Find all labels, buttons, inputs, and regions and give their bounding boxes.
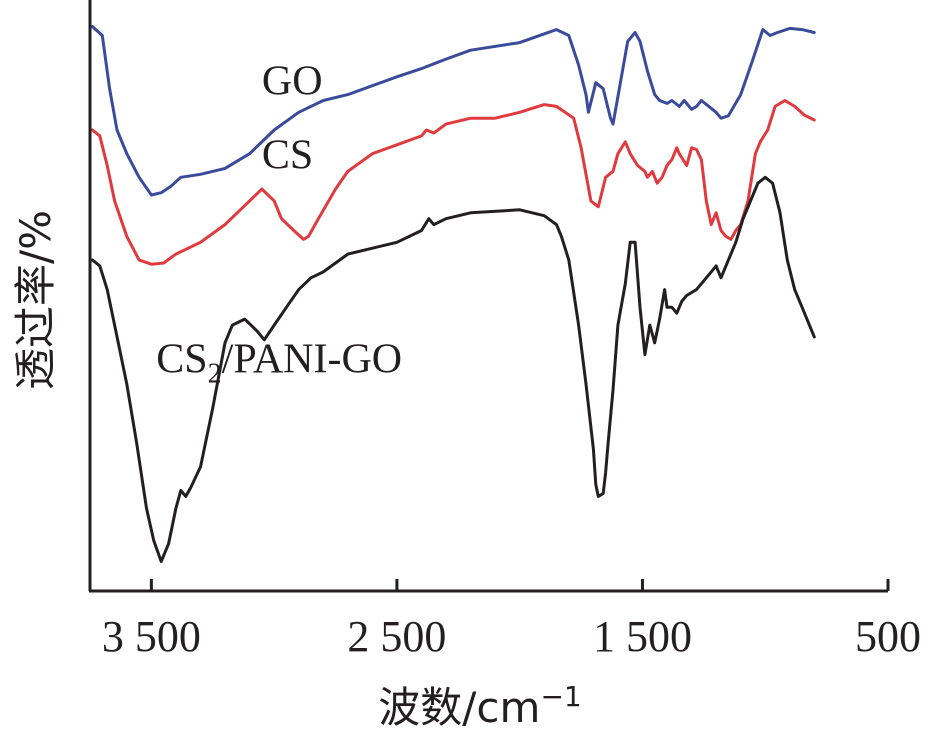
x-ticks: 3 500 2 500 1 500 500	[102, 579, 921, 661]
series-label-1: CS	[262, 132, 313, 178]
x-tick-label-3: 500	[855, 612, 921, 661]
y-axis-title: 透过率/%	[11, 210, 60, 390]
x-tick-label-0: 3 500	[102, 612, 201, 661]
x-tick-label-2: 1 500	[593, 612, 692, 661]
series-label-0: GO	[262, 59, 323, 105]
x-tick-label-1: 2 500	[347, 612, 446, 661]
x-axis-title: 波数/cm−1	[378, 680, 581, 732]
x-axis-title-superscript: −1	[540, 680, 581, 713]
series-layer	[91, 25, 816, 563]
series-line-1	[91, 99, 816, 266]
series-labels: GO CS CS2/PANI-GO	[156, 59, 402, 390]
series-line-2	[91, 175, 816, 563]
series-label-2: CS2/PANI-GO	[156, 336, 402, 389]
series-line-0	[91, 25, 816, 197]
